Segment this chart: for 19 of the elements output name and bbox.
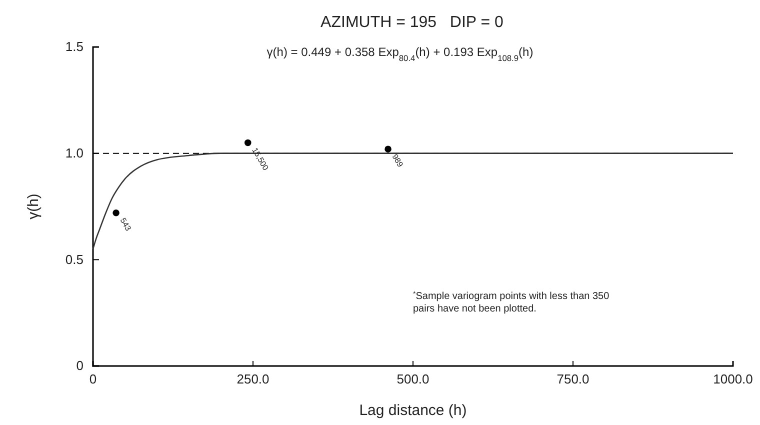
x-tick-label: 750.0 (556, 371, 590, 386)
point (112, 210, 120, 216)
x-tick-label: 500.0 (396, 371, 430, 386)
x-tick-label: 1000.0 (713, 371, 753, 386)
annotation: 543 (118, 216, 134, 233)
y-tick-label: 1.5 (65, 39, 84, 54)
y-tick-label: 0.5 (65, 252, 84, 267)
y-tick-label: 1.0 (65, 145, 84, 160)
point (384, 146, 392, 152)
y-tick-label: 0 (76, 358, 84, 374)
chart-subtitle: γ(h) = 0.449 + 0.358 Exp$_{80.4}$(h) + 0.193 Exp$_{108.9}$(h) (266, 45, 534, 63)
point (244, 139, 252, 146)
x-tick-label: 0 (89, 371, 97, 386)
annotation: 989 (390, 152, 406, 170)
chart-title: AZIMUTH = 195 DIP = 0 (320, 14, 504, 31)
annotation: $^{*}$Sample variogram points with less than 350 pairs have not been plotted. (413, 290, 610, 314)
x-tick-label: 250.0 (236, 371, 270, 386)
x-axis-title: Lag distance (h) (359, 402, 467, 419)
y-axis-title: γ(h) (25, 194, 42, 220)
